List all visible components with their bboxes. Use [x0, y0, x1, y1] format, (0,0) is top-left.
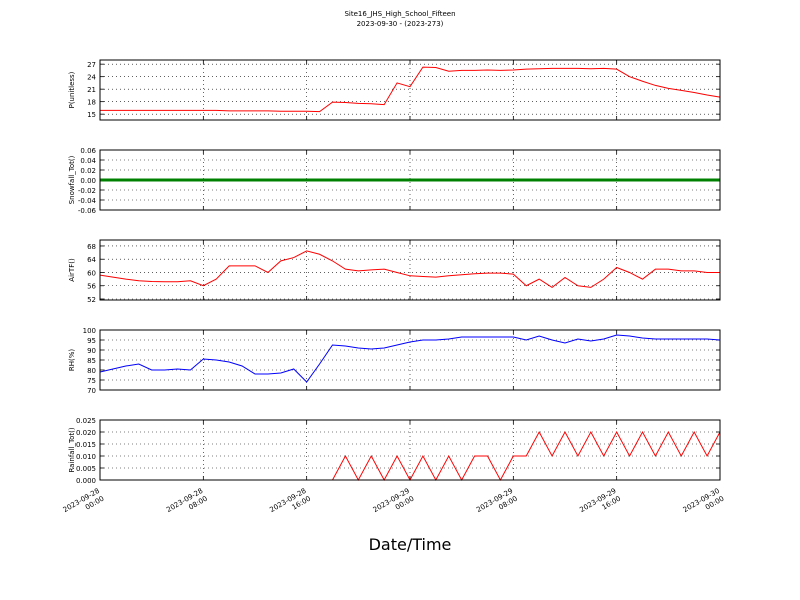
y-tick-label: 100 — [83, 327, 96, 335]
y-axis-title: Snowfall_Tot() — [68, 155, 76, 204]
y-tick-label: 0.025 — [76, 417, 96, 425]
y-axis-title: Rainfall_Tot() — [68, 427, 76, 472]
y-tick-label: 70 — [87, 387, 96, 395]
y-tick-label: 0.005 — [76, 465, 96, 473]
x-axis-title: Date/Time — [369, 535, 452, 554]
data-line — [99, 334, 721, 383]
y-tick-label: 0.04 — [80, 157, 96, 165]
y-tick-label: 24 — [87, 74, 96, 82]
plot-frame — [99, 239, 721, 301]
y-tick-label: 21 — [87, 86, 96, 94]
chart-subtitle: 2023-09-30 - (2023-273) — [357, 20, 444, 28]
y-tick-label: 68 — [87, 243, 96, 251]
y-tick-label: 0.015 — [76, 441, 96, 449]
data-line — [100, 66, 721, 113]
data-line — [99, 250, 720, 289]
plot-frame — [99, 149, 721, 211]
y-tick-label: 0.06 — [80, 147, 96, 155]
y-tick-label: 80 — [87, 367, 96, 375]
y-tick-label: -0.04 — [78, 197, 97, 205]
y-tick-label: 0.02 — [80, 167, 96, 175]
y-tick-label: 52 — [87, 296, 96, 304]
y-tick-label: -0.06 — [78, 207, 97, 215]
y-tick-label: 0.010 — [76, 453, 96, 461]
y-tick-label: 0.00 — [80, 177, 96, 185]
y-tick-label: -0.02 — [78, 187, 96, 195]
y-tick-label: 75 — [87, 377, 96, 385]
y-axis-title: P(unitless) — [68, 71, 76, 108]
plot-frame — [99, 329, 721, 391]
y-tick-label: 0.000 — [76, 477, 96, 485]
chart-title: Site16_JHS_High_School_Fifteen — [344, 10, 455, 18]
y-tick-label: 27 — [87, 61, 96, 69]
y-tick-label: 64 — [87, 256, 96, 264]
y-tick-label: 15 — [87, 111, 96, 119]
plot-frame — [99, 419, 721, 481]
y-tick-label: 85 — [87, 357, 96, 365]
plot-frame — [99, 59, 721, 121]
y-tick-label: 90 — [87, 347, 96, 355]
y-tick-label: 60 — [87, 269, 96, 277]
y-tick-label: 56 — [87, 283, 96, 291]
y-tick-label: 18 — [87, 99, 96, 107]
y-tick-label: 95 — [87, 337, 96, 345]
y-axis-title: RH(%) — [68, 349, 76, 372]
y-tick-label: 0.020 — [76, 429, 96, 437]
y-axis-title: AirTF() — [68, 258, 76, 282]
